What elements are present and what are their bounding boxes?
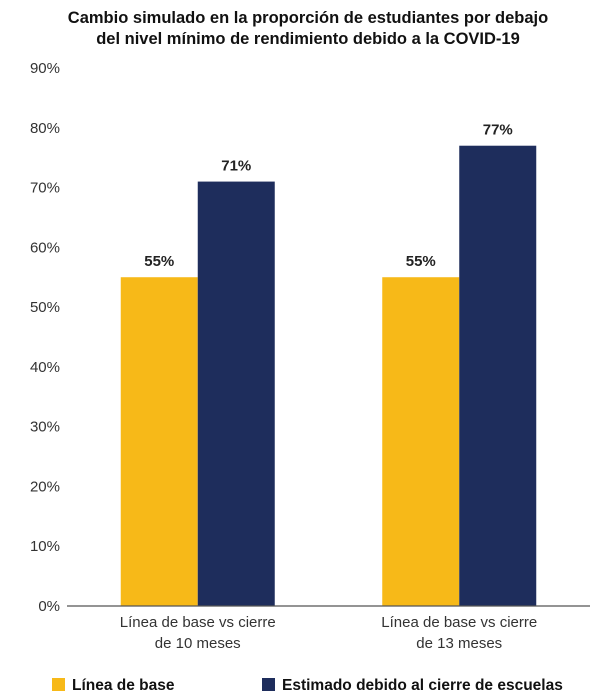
bar-baseline-2: [382, 277, 460, 606]
y-axis: 0% 10% 20% 30% 40% 50% 60% 70% 80% 90%: [30, 60, 60, 615]
y-tick-label: 80%: [30, 120, 60, 137]
legend-swatch-baseline: [52, 678, 65, 691]
y-tick-label: 70%: [30, 180, 60, 197]
x-category-label: Línea de base vs cierre: [381, 614, 537, 631]
x-category-label: de 10 meses: [155, 635, 241, 652]
bar-estimated-2: [459, 145, 537, 606]
data-label: 77%: [483, 122, 513, 139]
chart-title-line-1: Cambio simulado en la proporción de estu…: [68, 9, 548, 27]
y-tick-label: 0%: [38, 598, 60, 615]
chart-title: Cambio simulado en la proporción de estu…: [68, 9, 548, 48]
legend-label-baseline: Línea de base: [72, 677, 175, 694]
y-tick-label: 30%: [30, 419, 60, 436]
data-label: 55%: [144, 253, 174, 270]
x-category-label: Línea de base vs cierre: [120, 614, 276, 631]
y-tick-label: 40%: [30, 359, 60, 376]
legend: Línea de base Estimado debido al cierre d…: [52, 677, 563, 694]
bar-baseline-1: [120, 277, 198, 606]
bars-group: 55% 71% 55% 77%: [120, 122, 537, 607]
x-category-label: de 13 meses: [416, 635, 502, 652]
y-tick-label: 10%: [30, 538, 60, 555]
data-label: 71%: [221, 158, 251, 175]
bar-estimated-1: [197, 181, 275, 607]
chart-title-line-2: del nivel mínimo de rendimiento debido a…: [96, 30, 520, 48]
data-label: 55%: [406, 253, 436, 270]
y-tick-label: 20%: [30, 478, 60, 495]
y-tick-label: 60%: [30, 239, 60, 256]
y-tick-label: 90%: [30, 60, 60, 77]
legend-swatch-estimated: [262, 678, 275, 691]
legend-label-estimated: Estimado debido al cierre de escuelas: [282, 677, 563, 694]
x-axis: Línea de base vs cierre de 10 meses Línea …: [120, 614, 537, 652]
y-tick-label: 50%: [30, 299, 60, 316]
